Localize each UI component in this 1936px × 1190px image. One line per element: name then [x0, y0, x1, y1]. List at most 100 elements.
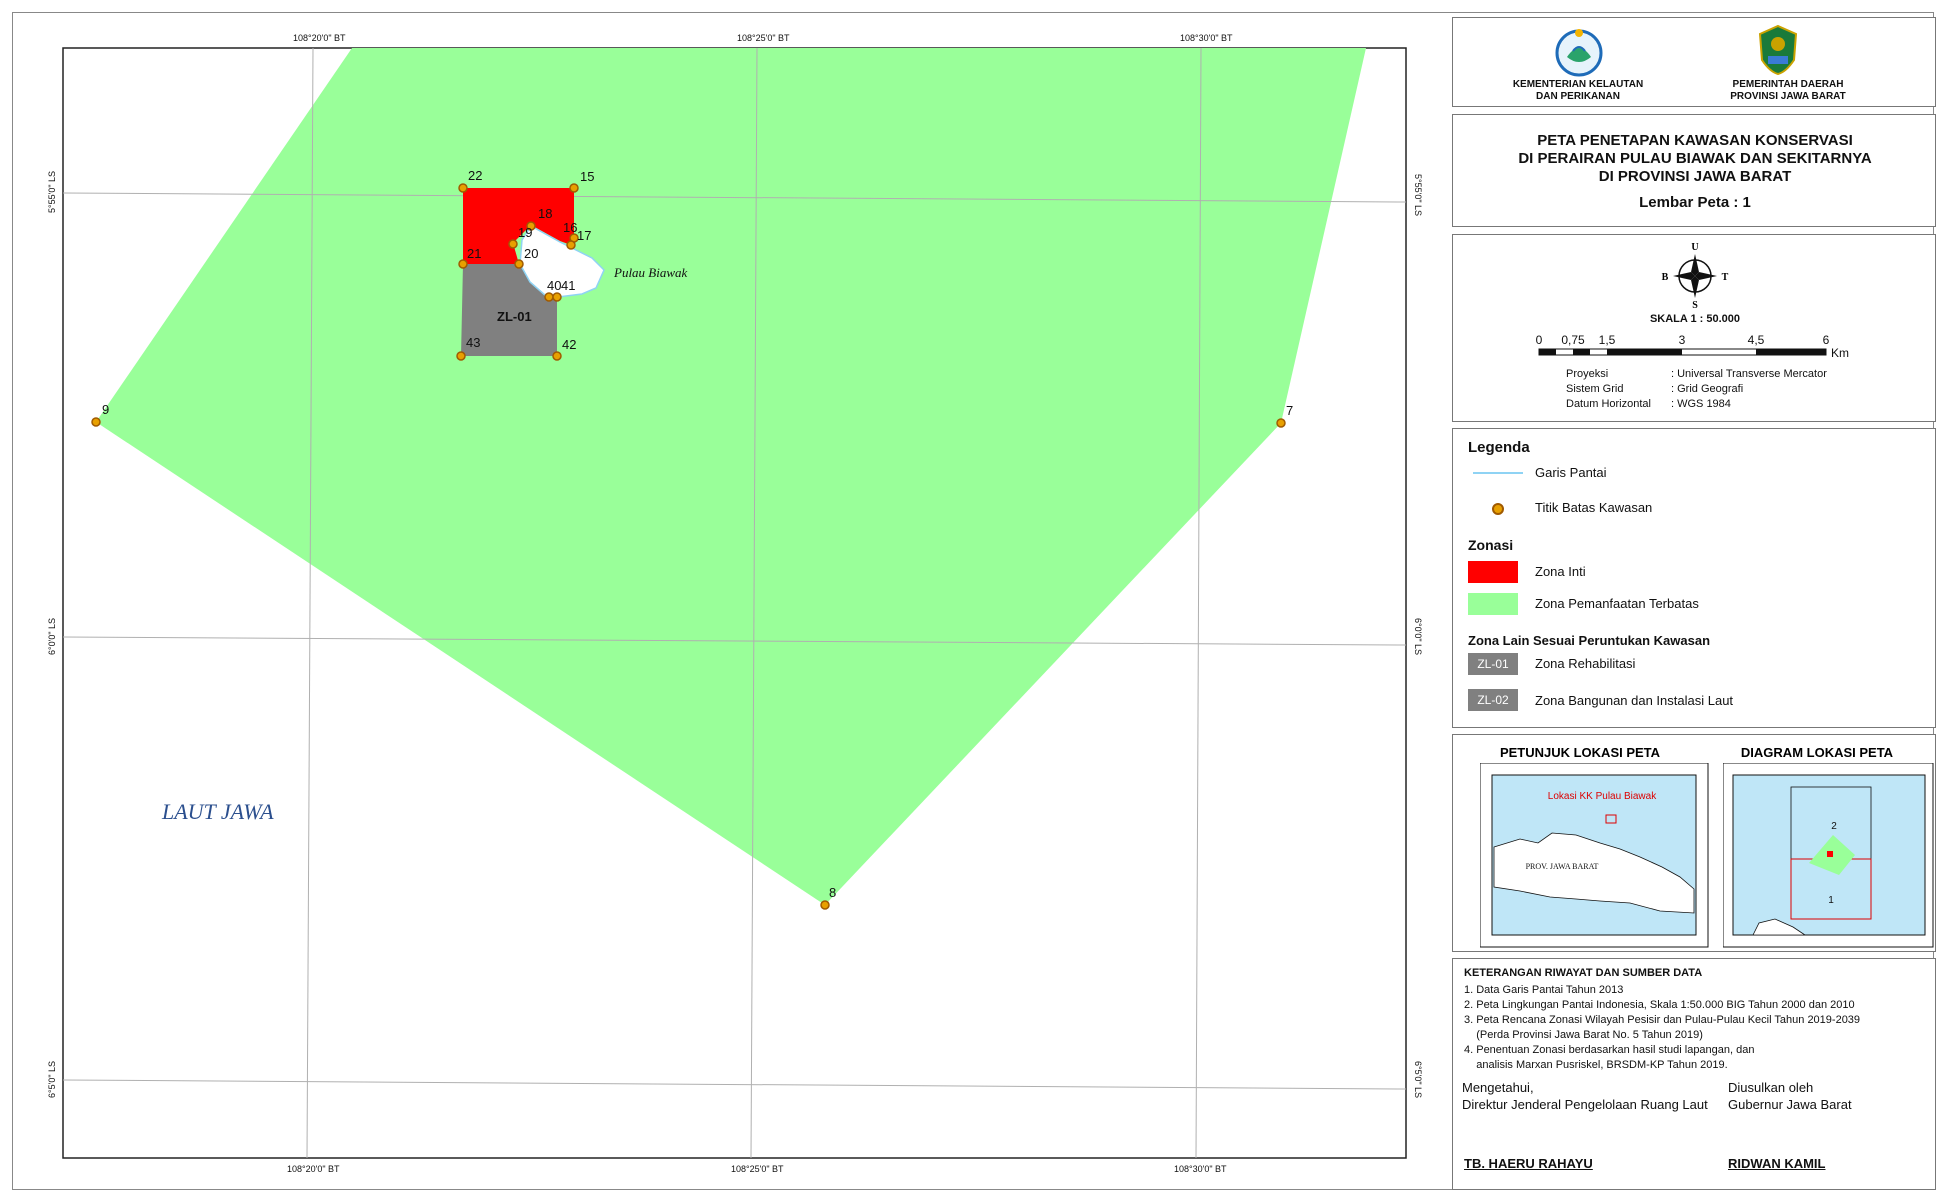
- title-line-2: DI PERAIRAN PULAU BIAWAK DAN SEKITARNYA: [1518, 150, 1872, 167]
- sheet-number: Lembar Peta : 1: [1639, 194, 1751, 211]
- zona-rehabilitasi-polygon: [461, 264, 557, 356]
- point-swatch: [1492, 503, 1504, 515]
- approval-left: Mengetahui, Direktur Jenderal Pengelolaa…: [1462, 1080, 1708, 1112]
- logo-right-label: PEMERINTAH DAERAH PROVINSI JAWA BARAT: [1730, 79, 1846, 102]
- lat-label-left-2: 6°0'0" LS: [47, 618, 57, 655]
- boundary-point-8: [820, 900, 830, 910]
- legend-zona-inti-label: Zona Inti: [1535, 564, 1586, 579]
- keterangan-panel: KETERANGAN RIWAYAT DAN SUMBER DATA 1. Da…: [1452, 958, 1936, 1190]
- legend-zl01-label: Zona Rehabilitasi: [1535, 656, 1636, 671]
- zona-pemanfaatan-swatch: [1468, 593, 1518, 615]
- scale-panel: U S B T SKALA 1 : 50.000 0 0,75 1,5 3 4,…: [1452, 234, 1936, 422]
- boundary-point-21: [458, 259, 468, 269]
- zone-label-zl01: ZL-01: [497, 309, 532, 324]
- projection-values: : Universal Transverse Mercator : Grid G…: [1671, 368, 1827, 410]
- legend-point-label: Titik Batas Kawasan: [1535, 500, 1653, 515]
- svg-text:T: T: [1722, 272, 1729, 283]
- point-label-40: 40: [547, 278, 561, 293]
- svg-text:PROV. JAWA BARAT: PROV. JAWA BARAT: [1526, 862, 1599, 871]
- legend-zona-lain-title: Zona Lain Sesuai Peruntukan Kawasan: [1468, 633, 1711, 648]
- point-label-15: 15: [580, 169, 594, 184]
- lon-labels: 108°20'0" BT 108°25'0" BT 108°30'0" BT 1…: [287, 33, 1233, 1174]
- svg-text:2: 2: [1831, 821, 1837, 832]
- scale-text: SKALA 1 : 50.000: [1649, 313, 1741, 325]
- logo-left-label: KEMENTERIAN KELAUTAN DAN PERIKANAN: [1512, 79, 1644, 102]
- boundary-point-15: [569, 183, 579, 193]
- petunjuk-title: PETUNJUK LOKASI PETA: [1499, 745, 1661, 760]
- jabar-logo-icon: [1758, 24, 1798, 76]
- keterangan-lines: 1. Data Garis Pantai Tahun 2013 2. Peta …: [1464, 984, 1861, 1071]
- point-label-7: 7: [1286, 403, 1293, 418]
- svg-text:0: 0: [1536, 333, 1543, 347]
- petunjuk-lokasi-map: Lokasi KK Pulau Biawak PROV. JAWA BARAT: [1480, 763, 1709, 948]
- zona-inti-polygon: [463, 188, 574, 264]
- approval-right: Diusulkan oleh Gubernur Jawa Barat: [1728, 1080, 1852, 1112]
- point-label-21: 21: [467, 246, 481, 261]
- zl02-swatch: ZL-02: [1468, 689, 1518, 711]
- pulau-biawak-island: [519, 225, 605, 298]
- legend-zonasi-title: Zonasi: [1468, 537, 1514, 553]
- svg-text:Lokasi KK Pulau Biawak: Lokasi KK Pulau Biawak: [1548, 791, 1657, 802]
- svg-text:1: 1: [1828, 895, 1834, 906]
- compass-rose-icon: U S B T: [1662, 242, 1729, 309]
- legend-panel: Legenda Garis Pantai Titik Batas Kawasan…: [1452, 428, 1936, 728]
- point-label-16: 16: [563, 220, 577, 235]
- kkp-logo-icon: [1555, 29, 1603, 77]
- point-labels: 22 15 18 16 17 19 20 21 40 41 43 42 9 7 …: [102, 168, 1293, 900]
- boundary-point-43: [456, 351, 466, 361]
- boundary-point-17: [566, 240, 576, 250]
- point-label-41: 41: [561, 278, 575, 293]
- zona-inti-swatch: [1468, 561, 1518, 583]
- lat-labels: 5°55'0" LS 6°0'0" LS 6°5'0" LS 5°55'0" L…: [47, 171, 1423, 1098]
- boundary-point-42: [552, 351, 562, 361]
- coast-line-swatch: [1473, 472, 1523, 474]
- logo-panel: KEMENTERIAN KELAUTAN DAN PERIKANAN PEMER…: [1452, 17, 1936, 107]
- inset-panel: PETUNJUK LOKASI PETA DIAGRAM LOKASI PETA…: [1452, 734, 1936, 952]
- svg-text:3: 3: [1679, 333, 1686, 347]
- boundary-point-19: [508, 239, 518, 249]
- svg-text:6: 6: [1823, 333, 1830, 347]
- point-label-18: 18: [538, 206, 552, 221]
- island-label: Pulau Biawak: [613, 265, 688, 280]
- lat-label-right-2: 6°0'0" LS: [1413, 618, 1423, 655]
- keterangan-title: KETERANGAN RIWAYAT DAN SUMBER DATA: [1464, 967, 1703, 979]
- signatory-left: TB. HAERU RAHAYU: [1464, 1156, 1593, 1171]
- lon-label-top-1: 108°20'0" BT: [293, 33, 346, 43]
- scale-bar: 0 0,75 1,5 3 4,5 6 Km: [1536, 333, 1849, 360]
- svg-text:0,75: 0,75: [1561, 333, 1585, 347]
- point-label-42: 42: [562, 337, 576, 352]
- lon-label-bottom-1: 108°20'0" BT: [287, 1164, 340, 1174]
- svg-text:4,5: 4,5: [1748, 333, 1765, 347]
- legend-zl02-label: Zona Bangunan dan Instalasi Laut: [1535, 693, 1734, 708]
- legend-coast-label: Garis Pantai: [1535, 465, 1607, 480]
- title-line-3: DI PROVINSI JAWA BARAT: [1598, 168, 1792, 185]
- title-line-1: PETA PENETAPAN KAWASAN KONSERVASI: [1537, 132, 1853, 149]
- boundary-points: [91, 183, 1286, 910]
- lat-label-left-1: 5°55'0" LS: [47, 171, 57, 213]
- lon-label-top-3: 108°30'0" BT: [1180, 33, 1233, 43]
- lon-label-bottom-2: 108°25'0" BT: [731, 1164, 784, 1174]
- svg-text:U: U: [1691, 242, 1698, 253]
- grid-lines: [63, 48, 1406, 1158]
- legend-zona-pemanfaatan-label: Zona Pemanfaatan Terbatas: [1535, 596, 1699, 611]
- boundary-point-22: [458, 183, 468, 193]
- lat-label-left-3: 6°5'0" LS: [47, 1061, 57, 1098]
- boundary-point-9: [91, 417, 101, 427]
- boundary-point-7: [1276, 418, 1286, 428]
- point-label-20: 20: [524, 246, 538, 261]
- boundary-point-40: [544, 292, 554, 302]
- lon-label-top-2: 108°25'0" BT: [737, 33, 790, 43]
- svg-text:S: S: [1692, 300, 1698, 309]
- point-label-17: 17: [577, 228, 591, 243]
- zl01-swatch: ZL-01: [1468, 653, 1518, 675]
- lat-label-right-1: 5°55'0" LS: [1413, 174, 1423, 216]
- lat-label-right-3: 6°5'0" LS: [1413, 1061, 1423, 1098]
- point-label-9: 9: [102, 402, 109, 417]
- sea-label: LAUT JAWA: [161, 799, 274, 824]
- title-panel: PETA PENETAPAN KAWASAN KONSERVASI DI PER…: [1452, 114, 1936, 227]
- zona-pemanfaatan-polygon: [96, 48, 1366, 905]
- diagram-title: DIAGRAM LOKASI PETA: [1740, 745, 1894, 760]
- projection-keys: Proyeksi Sistem Grid Datum Horizontal: [1566, 368, 1651, 410]
- boundary-point-20: [514, 259, 524, 269]
